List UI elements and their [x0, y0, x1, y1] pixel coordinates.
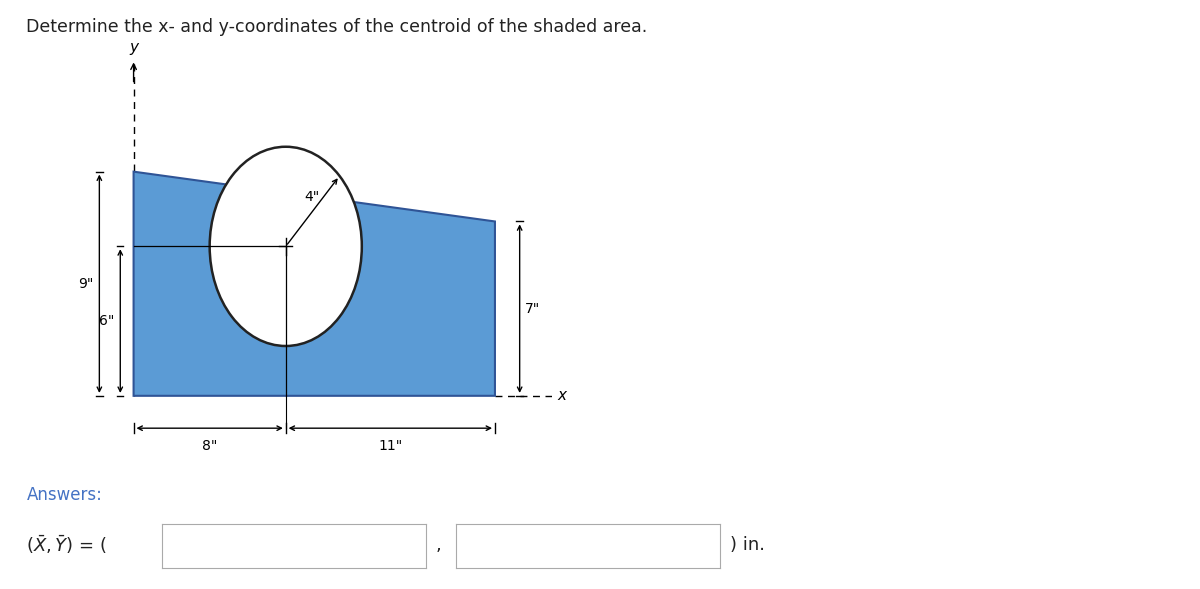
Circle shape — [210, 147, 362, 346]
Polygon shape — [133, 171, 494, 396]
Text: 11": 11" — [378, 439, 402, 452]
Text: Answers:: Answers: — [26, 486, 102, 504]
Text: ,: , — [436, 536, 442, 554]
Text: 4": 4" — [305, 190, 320, 204]
Text: Determine the x- and y-coordinates of the centroid of the shaded area.: Determine the x- and y-coordinates of th… — [26, 18, 648, 36]
Text: x: x — [558, 388, 566, 403]
Text: y: y — [130, 39, 138, 55]
Text: 7": 7" — [526, 302, 541, 316]
Text: 8": 8" — [202, 439, 217, 452]
Text: i: i — [173, 540, 178, 553]
Text: ) in.: ) in. — [730, 536, 764, 554]
Text: $(\bar{X}, \bar{Y})$ = (: $(\bar{X}, \bar{Y})$ = ( — [26, 534, 108, 556]
Text: 6": 6" — [100, 314, 115, 328]
Text: i: i — [467, 540, 472, 553]
Text: 9": 9" — [78, 277, 94, 291]
